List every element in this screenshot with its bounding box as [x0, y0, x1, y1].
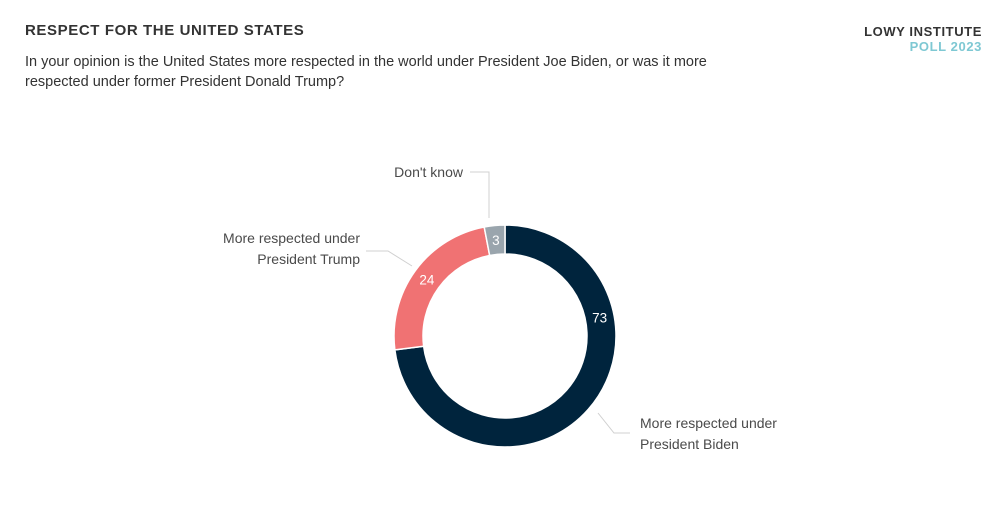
brand-line-1: LOWY INSTITUTE	[864, 24, 982, 39]
value-label-1: 24	[419, 272, 435, 287]
chart-title: RESPECT FOR THE UNITED STATES	[25, 22, 305, 39]
brand-line-2: POLL 2023	[909, 39, 982, 54]
value-label-0: 73	[592, 310, 607, 325]
leader-line-2	[470, 171, 490, 218]
chart-subtitle: In your opinion is the United States mor…	[25, 54, 707, 90]
category-label-0: More respected under President Biden	[640, 415, 777, 452]
donut-slice-1	[393, 226, 491, 351]
leader-line-0	[597, 412, 630, 434]
leader-line-1	[366, 250, 413, 267]
category-label-2: Don't know	[394, 164, 464, 180]
brand-logo: LOWY INSTITUTE POLL 2023	[864, 24, 982, 54]
donut-slice-0	[394, 224, 617, 448]
category-label-1: More respected under President Trump	[223, 230, 360, 267]
value-label-2: 3	[492, 233, 500, 248]
donut-slice-2	[483, 224, 506, 257]
